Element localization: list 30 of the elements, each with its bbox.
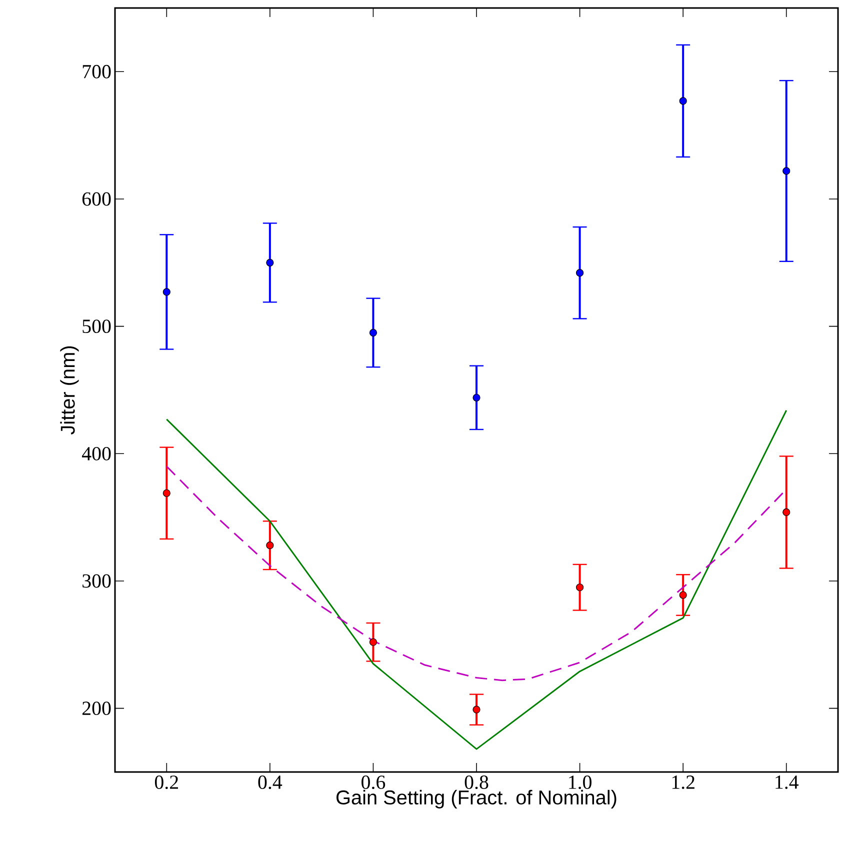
point [576,584,584,592]
x-tick-label: 1.2 [672,776,694,789]
point [162,288,170,296]
point [266,258,274,266]
y-tick-label: 600 [82,192,111,206]
y-tick-label: 500 [82,320,111,334]
point [369,638,378,646]
point [679,591,687,599]
point [472,394,480,402]
point [266,542,274,550]
line-series [166,410,788,750]
point [472,706,480,714]
y-tick-label: 200 [82,702,111,716]
point [369,328,378,336]
x-tick-label: 0.2 [154,776,178,790]
x-tick-label: 0.4 [258,776,282,790]
x-tick-label: 0.6 [362,776,386,790]
y-axis-title: Jitter (nm) [60,346,79,435]
y-tick-label: 400 [82,446,111,460]
y-tick-label: 300 [82,574,111,588]
point [782,167,790,175]
point [576,269,584,277]
point [679,97,687,105]
point [782,508,790,516]
point [162,489,170,497]
x-axis-title: Gain Setting (Fract. of Nominal) [336,790,616,808]
y-tick-label: 700 [82,64,111,78]
x-tick-label: 0.8 [464,776,488,790]
x-tick-label: 1.0 [569,776,592,790]
x-tick-label: 1.4 [776,776,799,789]
